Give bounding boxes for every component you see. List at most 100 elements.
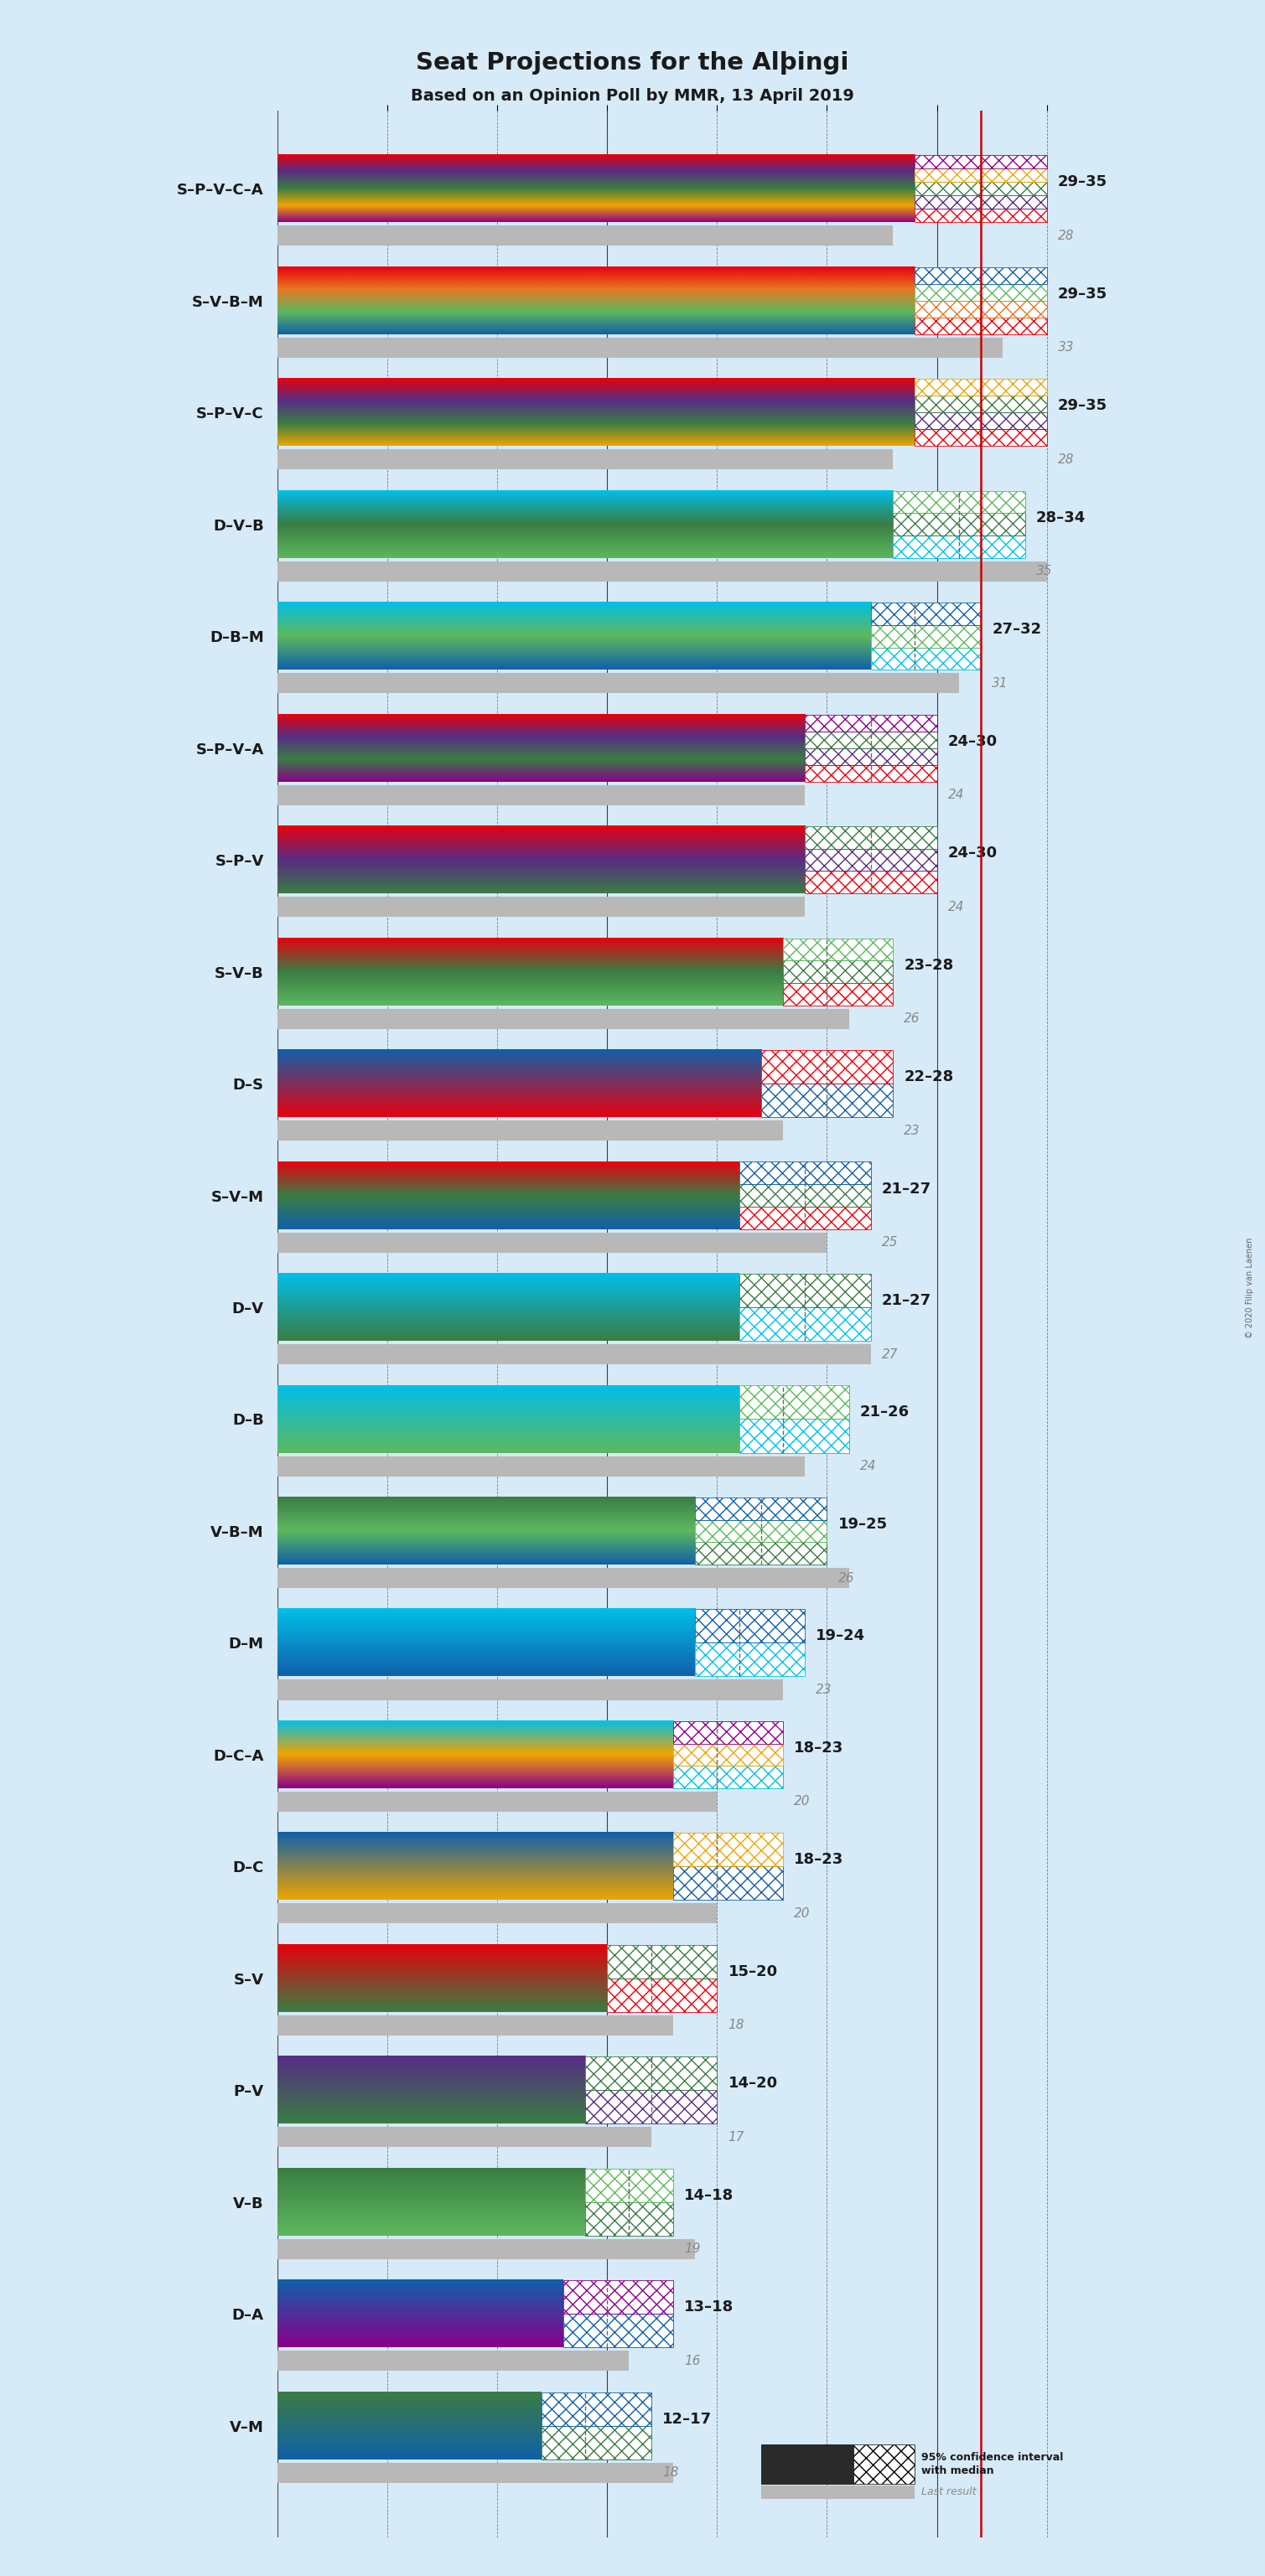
Bar — [805, 848, 937, 871]
Bar — [915, 397, 1047, 412]
Text: 24: 24 — [860, 1461, 877, 1473]
Text: 23: 23 — [816, 1685, 832, 1695]
Bar — [739, 1419, 849, 1453]
Bar — [694, 1520, 827, 1543]
Text: 18: 18 — [662, 2465, 678, 2478]
Text: 15–20: 15–20 — [729, 1963, 778, 1978]
Bar — [277, 1569, 849, 1587]
Bar — [673, 1868, 783, 1901]
Bar — [277, 1121, 783, 1141]
Bar — [277, 2239, 694, 2259]
Bar — [673, 1744, 783, 1767]
Text: 18: 18 — [729, 2020, 744, 2032]
Text: © 2020 Filip van Laenen: © 2020 Filip van Laenen — [1246, 1236, 1254, 1340]
Text: 16: 16 — [684, 2354, 701, 2367]
Bar — [563, 2280, 673, 2313]
Bar — [915, 155, 1047, 167]
Bar — [673, 1721, 783, 1744]
Bar — [694, 1520, 827, 1543]
Text: 19–25: 19–25 — [837, 1517, 888, 1533]
Bar — [541, 2393, 651, 2427]
Bar — [277, 1231, 827, 1252]
Bar — [277, 227, 893, 245]
Bar — [870, 647, 980, 670]
Text: 17: 17 — [729, 2130, 744, 2143]
Bar — [805, 765, 937, 781]
Bar — [805, 871, 937, 894]
Bar — [915, 430, 1047, 446]
Bar — [805, 732, 937, 747]
Text: 29–35: 29–35 — [1058, 286, 1107, 301]
Text: 21–27: 21–27 — [882, 1182, 931, 1195]
Bar — [805, 848, 937, 871]
Text: 23: 23 — [904, 1123, 920, 1136]
Bar — [805, 732, 937, 747]
Bar — [607, 1978, 717, 2012]
Bar — [739, 1273, 870, 1306]
Bar — [915, 167, 1047, 183]
Bar — [870, 626, 980, 647]
Bar — [915, 412, 1047, 430]
Bar — [277, 1345, 870, 1365]
Bar — [805, 714, 937, 732]
Bar — [762, 2445, 854, 2483]
Text: 25: 25 — [882, 1236, 898, 1249]
Bar — [783, 984, 893, 1005]
Bar — [915, 167, 1047, 183]
Bar — [694, 1643, 805, 1677]
Bar — [915, 209, 1047, 222]
Text: 29–35: 29–35 — [1058, 175, 1107, 191]
Bar — [586, 2202, 673, 2236]
Bar — [739, 1162, 870, 1185]
Bar — [586, 2169, 673, 2202]
Bar — [893, 492, 1025, 513]
Bar — [893, 513, 1025, 536]
Bar — [277, 672, 959, 693]
Bar — [586, 2056, 717, 2089]
Text: Seat Projections for the Alþingi: Seat Projections for the Alþingi — [416, 52, 849, 75]
Bar — [762, 1084, 893, 1118]
Text: 21–26: 21–26 — [860, 1404, 910, 1419]
Bar — [586, 2169, 673, 2202]
Bar — [739, 1386, 849, 1419]
Bar — [783, 938, 893, 961]
Bar — [893, 492, 1025, 513]
Bar — [277, 786, 805, 806]
Text: 24–30: 24–30 — [947, 734, 998, 750]
Bar — [277, 2463, 673, 2483]
Text: 31: 31 — [992, 677, 1008, 690]
Bar — [277, 1010, 849, 1028]
Bar — [893, 536, 1025, 559]
Bar — [277, 896, 805, 917]
Text: with median: with median — [921, 2465, 994, 2476]
Bar — [694, 1497, 827, 1520]
Bar — [607, 1978, 717, 2012]
Bar — [805, 747, 937, 765]
Text: 28: 28 — [1058, 453, 1074, 466]
Text: 19–24: 19–24 — [816, 1628, 865, 1643]
Bar — [915, 183, 1047, 196]
Text: 20: 20 — [794, 1795, 811, 1808]
Text: 18–23: 18–23 — [794, 1852, 844, 1868]
Bar — [915, 317, 1047, 335]
Text: 28–34: 28–34 — [1036, 510, 1085, 526]
Text: 26: 26 — [904, 1012, 920, 1025]
Bar — [783, 961, 893, 984]
Text: 27: 27 — [882, 1347, 898, 1360]
Text: 20: 20 — [794, 1906, 811, 1919]
Text: 27–32: 27–32 — [992, 621, 1041, 636]
Bar — [277, 562, 1047, 582]
Bar — [739, 1386, 849, 1419]
Bar — [586, 2089, 717, 2123]
Bar — [607, 1945, 717, 1978]
Bar — [854, 2445, 915, 2483]
Text: 33: 33 — [1058, 340, 1074, 353]
Bar — [870, 603, 980, 626]
Bar — [762, 1084, 893, 1118]
Bar — [541, 2427, 651, 2460]
Bar — [277, 1904, 717, 1924]
Bar — [739, 1273, 870, 1306]
Bar — [915, 397, 1047, 412]
Bar — [277, 2128, 651, 2148]
Bar — [915, 209, 1047, 222]
